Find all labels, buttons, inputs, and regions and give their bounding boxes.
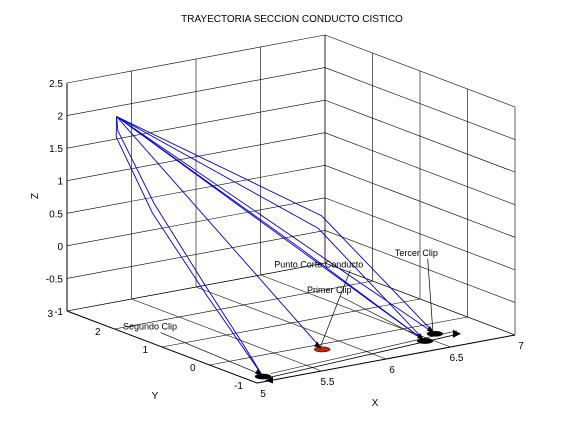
grid-line <box>66 99 326 149</box>
grid-line <box>324 230 516 303</box>
grid-line <box>324 197 516 271</box>
series-line <box>116 116 426 342</box>
guide-line <box>270 330 457 374</box>
grid-line <box>324 262 516 336</box>
guide-line <box>268 334 455 378</box>
y-tick-label: 2 <box>95 327 101 338</box>
x-tick-label: 6 <box>389 365 395 376</box>
arrow-head <box>264 376 273 384</box>
annotation-label: Segundo Clip <box>123 322 177 332</box>
annotation-label: Punto Corte Conducto <box>274 259 363 269</box>
x-tick-label: 7 <box>518 341 524 352</box>
series-line <box>116 116 436 335</box>
annotation-leader <box>160 332 262 375</box>
grid-line <box>66 34 326 84</box>
z-axis-label: Z <box>30 193 41 199</box>
chart-title: TRAYECTORIA SECCION CONDUCTO CISTICO <box>181 14 403 25</box>
z-tick-label: -1 <box>54 307 63 318</box>
annotations-layer: Segundo Clip Punto Corte Conducto Primer C… <box>123 248 438 376</box>
z-tick-label: 0 <box>57 242 63 253</box>
axes-box <box>66 83 516 384</box>
y-tick-label: 1 <box>142 345 148 356</box>
grid-line <box>114 280 373 330</box>
y-axis-line <box>66 310 258 384</box>
x-axis-line <box>256 334 516 384</box>
x-tick-label: 6.5 <box>450 353 464 364</box>
grid-line <box>324 132 516 205</box>
clip-point-marker <box>254 373 272 380</box>
series-layer <box>115 116 436 377</box>
z-tick-label: -0.5 <box>46 274 64 285</box>
z-tick-label: 0.5 <box>49 209 63 220</box>
annotation-arrowhead <box>314 341 322 349</box>
grid-line <box>324 34 516 108</box>
grid-line <box>324 67 516 140</box>
z-tick-label: 1.5 <box>49 144 63 155</box>
annotation-leader <box>319 270 351 348</box>
x-tick-label: 5.5 <box>321 377 335 388</box>
z-tick-label: 1 <box>57 177 63 188</box>
grid-line <box>66 197 326 247</box>
grid-line <box>209 316 468 366</box>
series-line <box>115 116 264 377</box>
z-tick-label: 2.5 <box>49 79 63 90</box>
series-line <box>116 116 323 350</box>
annotation-leader <box>427 258 434 332</box>
y-axis-label: Y <box>152 391 159 402</box>
grid-line <box>161 298 421 348</box>
y-tick-label: -1 <box>234 381 243 392</box>
grid-line <box>66 262 326 312</box>
series-line <box>116 116 426 342</box>
grid-line <box>66 132 326 182</box>
grid-line <box>66 164 326 214</box>
grid-line <box>66 230 326 279</box>
x-tick-label: 5 <box>260 389 266 400</box>
annotation-label: Tercer Clip <box>395 248 438 258</box>
clip-point-marker <box>313 346 331 353</box>
clip-points-layer <box>254 329 461 384</box>
annotation-arrowhead <box>417 333 425 340</box>
y-tick-label: 0 <box>190 363 196 374</box>
annotation-leader <box>339 295 424 340</box>
y-tick-label: 3 <box>47 309 53 320</box>
series-line <box>116 116 264 377</box>
z-tick-label: 2 <box>57 112 63 123</box>
arrow-head <box>452 329 461 338</box>
x-axis-label: X <box>372 398 379 409</box>
annotation-arrowhead <box>426 325 434 333</box>
annotation-arrowhead <box>254 368 262 376</box>
grid-line <box>324 165 516 238</box>
grid-line <box>66 67 326 116</box>
series-line <box>116 116 436 335</box>
grid-line <box>324 99 516 173</box>
annotation-label: Primer Clip <box>307 285 352 295</box>
